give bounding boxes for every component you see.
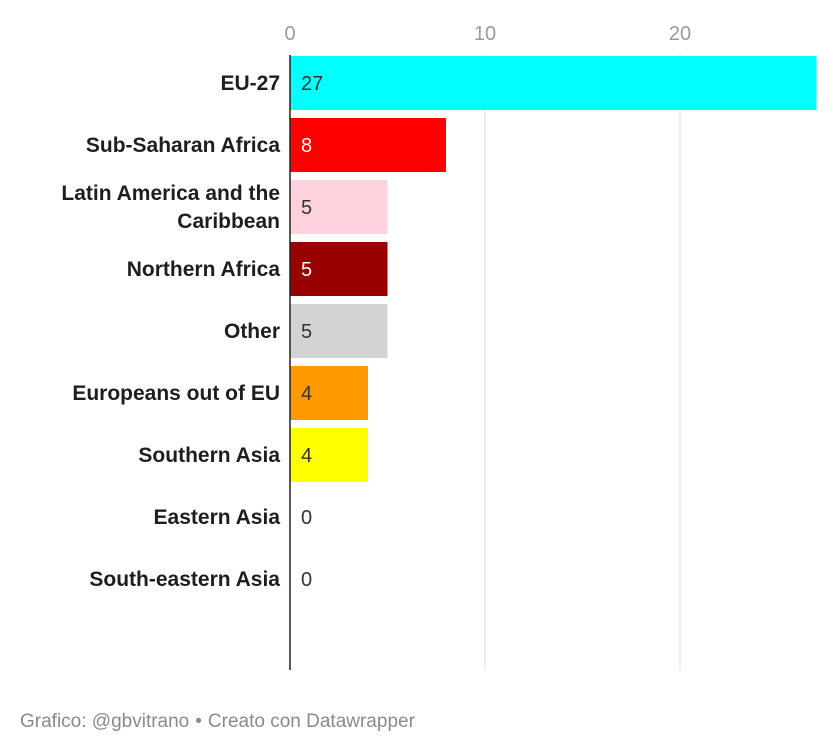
category-label: Sub-Saharan Africa bbox=[86, 134, 280, 157]
category-label: Eastern Asia bbox=[154, 506, 281, 529]
category-label-line: Northern Africa bbox=[127, 258, 281, 281]
category-label-line: Other bbox=[224, 320, 280, 343]
category-label-line: Southern Asia bbox=[138, 444, 280, 467]
bar-value-label: 5 bbox=[301, 321, 312, 343]
bar bbox=[290, 242, 388, 296]
chart-footer: Grafico: @gbvitrano • Creato con Datawrapp… bbox=[20, 711, 415, 733]
bar-value-label: 5 bbox=[301, 259, 312, 281]
bar-value-label: 8 bbox=[301, 135, 312, 157]
footer-tool: Creato con Datawrapper bbox=[207, 711, 415, 732]
chart-canvas: 0 10 20 27 EU-27 8 Sub-Saharan Africa 5 Latin Am… bbox=[61, 23, 817, 670]
bar-value-label: 0 bbox=[301, 507, 312, 529]
category-label-line: Eastern Asia bbox=[154, 506, 281, 529]
category-label-line: Sub-Saharan Africa bbox=[86, 134, 280, 157]
bar-value-label: 27 bbox=[301, 73, 323, 95]
category-label: Southern Asia bbox=[138, 444, 280, 467]
x-tick-label: 10 bbox=[474, 23, 496, 45]
x-tick-label: 0 bbox=[284, 23, 295, 45]
bar-value-label: 0 bbox=[301, 569, 312, 591]
category-label-line: Caribbean bbox=[177, 210, 280, 233]
x-tick-label: 20 bbox=[669, 23, 691, 45]
bar bbox=[290, 56, 817, 110]
bar-value-label: 4 bbox=[301, 383, 312, 405]
bar bbox=[290, 304, 388, 358]
category-label-line: EU-27 bbox=[220, 72, 280, 95]
category-label: South-eastern Asia bbox=[89, 568, 280, 591]
category-label-line: South-eastern Asia bbox=[89, 568, 280, 591]
footer-separator: • bbox=[195, 711, 202, 732]
category-label: Northern Africa bbox=[127, 258, 281, 281]
category-label: Latin America and the Caribbean bbox=[61, 182, 280, 233]
category-label: Europeans out of EU bbox=[72, 382, 280, 405]
category-label-line: Latin America and the bbox=[61, 182, 280, 205]
bar bbox=[290, 366, 368, 420]
bar bbox=[290, 118, 446, 172]
category-label: EU-27 bbox=[220, 72, 280, 95]
bar bbox=[290, 180, 388, 234]
bar-value-label: 4 bbox=[301, 445, 312, 467]
category-label-line: Europeans out of EU bbox=[72, 382, 280, 405]
bar bbox=[290, 428, 368, 482]
category-label: Other bbox=[224, 320, 280, 343]
footer-credit: Grafico: @gbvitrano bbox=[20, 711, 190, 732]
bar-value-label: 5 bbox=[301, 197, 312, 219]
